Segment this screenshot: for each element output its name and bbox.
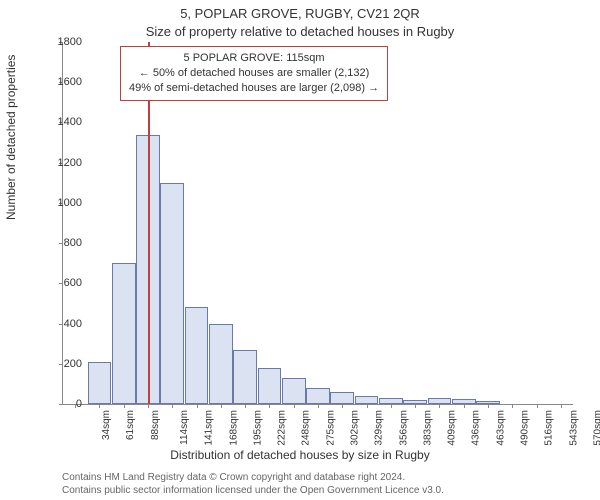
x-tick-mark xyxy=(512,404,513,408)
x-tick-mark xyxy=(269,404,270,408)
y-tick-label: 400 xyxy=(42,318,82,330)
histogram-bar xyxy=(476,401,500,404)
histogram-bar xyxy=(355,396,379,404)
footer-line-1: Contains HM Land Registry data © Crown c… xyxy=(62,471,444,484)
y-tick-label: 1800 xyxy=(42,36,82,48)
x-tick-mark xyxy=(367,404,368,408)
x-tick-mark xyxy=(124,404,125,408)
y-axis-label: Number of detached properties xyxy=(4,55,18,220)
x-tick-label: 195sqm xyxy=(252,410,263,446)
chart-title-main: 5, POPLAR GROVE, RUGBY, CV21 2QR xyxy=(0,6,600,21)
y-tick-label: 600 xyxy=(42,277,82,289)
x-tick-label: 88sqm xyxy=(150,410,161,440)
x-tick-label: 168sqm xyxy=(228,410,239,446)
y-tick-label: 1200 xyxy=(42,157,82,169)
x-tick-label: 141sqm xyxy=(204,410,215,446)
annotation-line-3: 49% of semi-detached houses are larger (… xyxy=(129,81,379,96)
x-tick-mark xyxy=(197,404,198,408)
x-tick-label: 570sqm xyxy=(592,410,600,446)
annotation-line-1: 5 POPLAR GROVE: 115sqm xyxy=(129,51,379,66)
x-tick-mark xyxy=(318,404,319,408)
x-tick-mark xyxy=(221,404,222,408)
histogram-bar xyxy=(282,378,306,404)
x-tick-label: 222sqm xyxy=(277,410,288,446)
x-tick-label: 409sqm xyxy=(447,410,458,446)
histogram-bar xyxy=(160,183,184,404)
histogram-bar xyxy=(452,399,476,404)
x-tick-label: 61sqm xyxy=(125,410,136,440)
x-tick-label: 302sqm xyxy=(350,410,361,446)
histogram-bar xyxy=(428,398,452,404)
histogram-bar xyxy=(185,307,209,404)
x-tick-mark xyxy=(172,404,173,408)
x-tick-label: 275sqm xyxy=(325,410,336,446)
histogram-bar xyxy=(330,392,354,404)
x-tick-mark xyxy=(537,404,538,408)
x-tick-label: 34sqm xyxy=(101,410,112,440)
annotation-box: 5 POPLAR GROVE: 115sqm ← 50% of detached… xyxy=(120,46,388,101)
x-tick-label: 516sqm xyxy=(544,410,555,446)
histogram-bar xyxy=(233,350,257,404)
histogram-bar xyxy=(209,324,233,404)
x-tick-mark xyxy=(391,404,392,408)
x-tick-label: 248sqm xyxy=(301,410,312,446)
x-tick-mark xyxy=(439,404,440,408)
x-tick-label: 490sqm xyxy=(520,410,531,446)
x-tick-label: 543sqm xyxy=(568,410,579,446)
x-tick-label: 356sqm xyxy=(398,410,409,446)
x-tick-mark xyxy=(294,404,295,408)
histogram-bar xyxy=(306,388,330,404)
x-tick-label: 329sqm xyxy=(374,410,385,446)
footer-attribution: Contains HM Land Registry data © Crown c… xyxy=(62,471,444,497)
y-tick-label: 800 xyxy=(42,237,82,249)
y-tick-label: 1000 xyxy=(42,197,82,209)
x-tick-label: 436sqm xyxy=(471,410,482,446)
y-tick-label: 200 xyxy=(42,358,82,370)
x-tick-label: 383sqm xyxy=(422,410,433,446)
annotation-line-2: ← 50% of detached houses are smaller (2,… xyxy=(129,66,379,81)
x-tick-mark xyxy=(561,404,562,408)
x-tick-mark xyxy=(342,404,343,408)
histogram-bar xyxy=(258,368,282,404)
x-tick-mark xyxy=(148,404,149,408)
x-tick-label: 114sqm xyxy=(179,410,190,445)
x-tick-label: 463sqm xyxy=(495,410,506,446)
histogram-bar xyxy=(112,263,136,404)
x-tick-mark xyxy=(415,404,416,408)
x-tick-mark xyxy=(488,404,489,408)
x-tick-mark xyxy=(464,404,465,408)
histogram-bar xyxy=(88,362,112,404)
x-tick-mark xyxy=(99,404,100,408)
chart-title-sub: Size of property relative to detached ho… xyxy=(0,24,600,39)
footer-line-2: Contains public sector information licen… xyxy=(62,484,444,497)
chart-container: 5, POPLAR GROVE, RUGBY, CV21 2QR Size of… xyxy=(0,0,600,500)
histogram-bar xyxy=(379,398,403,404)
y-tick-label: 1600 xyxy=(42,76,82,88)
histogram-bar xyxy=(403,400,427,404)
x-tick-mark xyxy=(245,404,246,408)
y-tick-label: 1400 xyxy=(42,116,82,128)
y-tick-label: 0 xyxy=(42,398,82,410)
x-axis-label: Distribution of detached houses by size … xyxy=(0,448,600,462)
